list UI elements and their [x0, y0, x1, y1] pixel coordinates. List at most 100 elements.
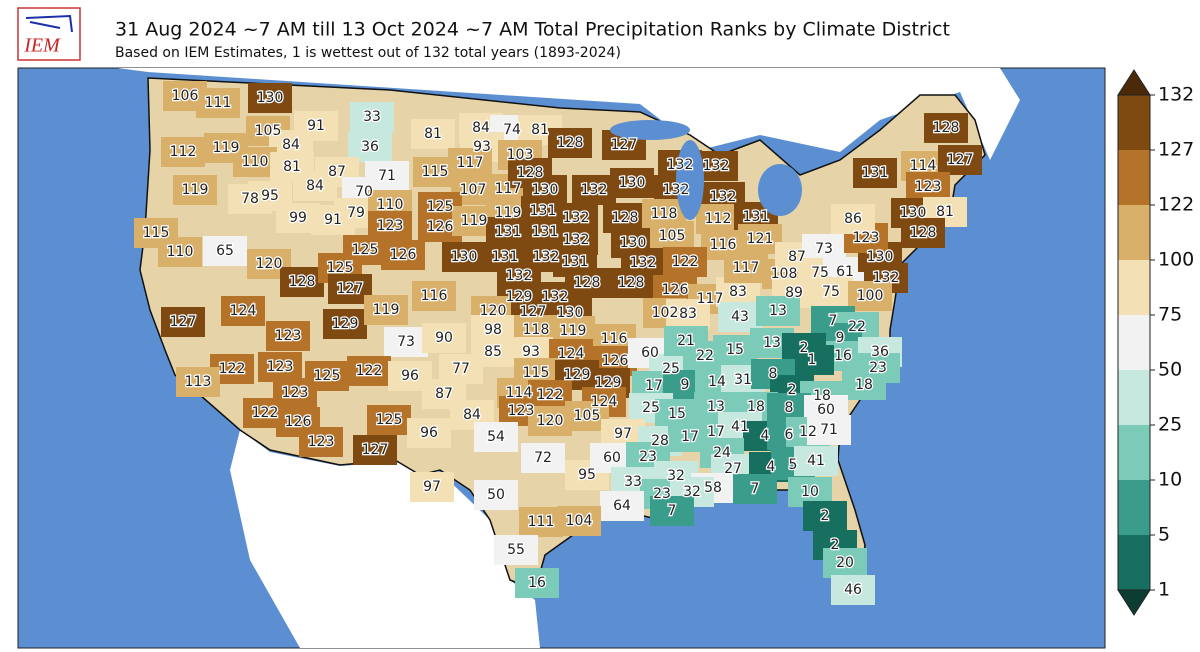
- district-label: 130: [557, 305, 584, 321]
- district-cell: [901, 218, 945, 248]
- district-label: 93: [473, 139, 491, 155]
- district-label: 96: [420, 425, 438, 441]
- district-label: 110: [242, 154, 269, 170]
- lake: [758, 164, 802, 216]
- district-cell: [203, 236, 247, 266]
- colorbar-band: [1118, 260, 1150, 315]
- district-cell: [299, 427, 343, 457]
- lake: [676, 140, 704, 220]
- district-label: 127: [520, 304, 547, 320]
- district-label: 55: [507, 542, 525, 558]
- district-label: 129: [564, 367, 591, 383]
- colorbar-extend: [1117, 589, 1151, 616]
- district-label: 123: [915, 179, 942, 195]
- district-label: 27: [724, 461, 742, 477]
- district-label: 5: [789, 457, 798, 473]
- district-label: 124: [558, 346, 585, 362]
- district-cell: [794, 446, 838, 476]
- district-label: 13: [763, 335, 781, 351]
- district-label: 17: [645, 378, 663, 394]
- district-label: 131: [562, 254, 589, 270]
- district-label: 46: [844, 582, 862, 598]
- district-cell: [350, 102, 394, 132]
- colorbar-band: [1118, 480, 1150, 535]
- district-label: 84: [282, 137, 300, 153]
- district-label: 71: [820, 422, 838, 438]
- district-cell: [842, 370, 886, 400]
- district-label: 123: [267, 359, 294, 375]
- district-label: 50: [487, 487, 505, 503]
- colorbar-tick-label: 75: [1158, 304, 1182, 326]
- district-label: 4: [761, 428, 770, 444]
- district-label: 115: [422, 164, 449, 180]
- district-cell: [521, 443, 565, 473]
- colorbar-tick-label: 25: [1158, 414, 1182, 436]
- district-label: 32: [667, 468, 685, 484]
- district-label: 112: [170, 144, 197, 160]
- district-cell: [733, 474, 777, 504]
- district-label: 125: [352, 242, 379, 258]
- district-label: 95: [261, 188, 279, 204]
- district-label: 132: [710, 189, 737, 205]
- district-label: 124: [230, 303, 257, 319]
- district-cell: [713, 335, 757, 365]
- district-label: 81: [424, 126, 442, 142]
- district-label: 128: [618, 275, 645, 291]
- district-label: 75: [811, 265, 829, 281]
- district-cell: [364, 295, 408, 325]
- district-cell: [422, 323, 466, 353]
- district-cell: [323, 309, 367, 339]
- district-label: 41: [731, 419, 749, 435]
- district-cell: [831, 204, 875, 234]
- district-label: 36: [871, 344, 889, 360]
- district-cell: [831, 575, 875, 605]
- district-label: 32: [683, 484, 701, 500]
- district-label: 114: [506, 385, 533, 401]
- district-cell: [474, 480, 518, 510]
- district-label: 7: [829, 313, 838, 329]
- district-label: 9: [836, 330, 845, 346]
- district-label: 6: [785, 427, 794, 443]
- district-label: 1: [808, 352, 817, 368]
- district-cell: [528, 406, 572, 436]
- district-label: 23: [653, 486, 671, 502]
- district-cell: [790, 345, 834, 375]
- district-cell: [158, 237, 202, 267]
- district-label: 126: [602, 353, 629, 369]
- district-cell: [266, 321, 310, 351]
- district-cell: [609, 268, 653, 298]
- district-label: 61: [836, 264, 854, 280]
- district-label: 122: [537, 387, 564, 403]
- district-label: 119: [182, 182, 209, 198]
- colorbar-tick-label: 122: [1158, 194, 1194, 216]
- district-label: 18: [747, 399, 765, 415]
- colorbar-band: [1118, 150, 1150, 205]
- district-label: 65: [216, 243, 234, 259]
- district-label: 43: [731, 309, 749, 325]
- district-label: 70: [355, 184, 373, 200]
- district-label: 117: [495, 181, 522, 197]
- district-label: 107: [460, 182, 487, 198]
- district-label: 130: [619, 175, 646, 191]
- district-label: 131: [532, 224, 559, 240]
- district-label: 132: [563, 232, 590, 248]
- district-label: 25: [662, 361, 680, 377]
- district-label: 114: [910, 158, 937, 174]
- district-cell: [384, 327, 428, 357]
- district-label: 21: [677, 333, 695, 349]
- district-label: 126: [285, 414, 312, 430]
- district-label: 72: [534, 450, 552, 466]
- district-label: 17: [707, 424, 725, 440]
- district-label: 84: [472, 120, 490, 136]
- district-cell: [367, 405, 411, 435]
- district-cell: [756, 296, 800, 326]
- mexico: [230, 430, 540, 648]
- district-label: 83: [729, 284, 747, 300]
- district-label: 122: [356, 363, 383, 379]
- district-label: 118: [523, 322, 550, 338]
- district-label: 120: [480, 303, 507, 319]
- district-label: 102: [652, 305, 679, 321]
- district-label: 111: [528, 514, 555, 530]
- district-label: 132: [581, 182, 608, 198]
